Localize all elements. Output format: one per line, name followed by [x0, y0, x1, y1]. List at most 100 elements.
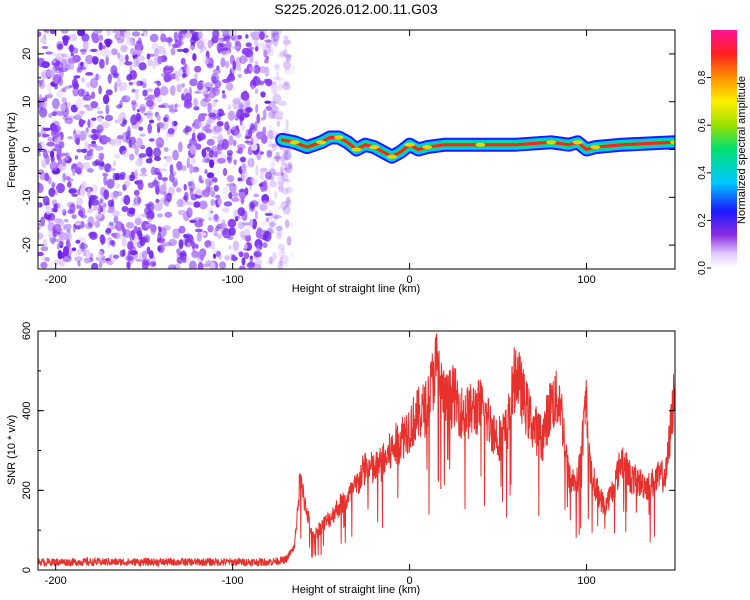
noise-speckle	[138, 126, 144, 131]
noise-speckle	[48, 187, 56, 197]
noise-speckle	[98, 85, 102, 95]
noise-speckle	[225, 41, 232, 50]
noise-speckle	[173, 31, 178, 43]
noise-speckle	[104, 257, 111, 262]
noise-speckle	[217, 134, 224, 145]
colorbar-ticks: 0.0 0.2 0.4 0.6 0.8	[697, 70, 711, 275]
noise-speckle	[238, 251, 244, 258]
noise-speckle	[136, 109, 140, 113]
noise-speckle	[64, 85, 72, 89]
noise-speckle	[71, 214, 77, 220]
noise-speckle	[271, 143, 278, 151]
snr-y-label: SNR (10 * v/v)	[6, 415, 18, 485]
noise-speckle	[61, 179, 65, 183]
spectrogram-noise-layer	[38, 30, 296, 269]
noise-speckle	[149, 33, 159, 43]
x-tick-label: -100	[222, 274, 244, 286]
noise-speckle	[52, 51, 56, 57]
noise-speckle	[73, 75, 81, 79]
noise-speckle	[152, 60, 156, 70]
noise-speckle	[133, 225, 138, 234]
noise-speckle	[226, 149, 233, 156]
noise-speckle	[284, 68, 290, 74]
noise-speckle	[77, 260, 81, 267]
noise-speckle	[268, 46, 274, 57]
noise-speckle	[259, 31, 265, 40]
noise-speckle	[90, 48, 98, 53]
noise-speckle	[70, 52, 75, 57]
noise-speckle	[277, 260, 283, 269]
noise-speckle	[264, 100, 271, 104]
noise-speckle	[41, 159, 47, 169]
noise-speckle	[250, 85, 255, 91]
noise-speckle	[253, 264, 262, 269]
noise-speckle	[47, 136, 53, 142]
x-tick-label: 100	[577, 274, 595, 286]
noise-speckle	[265, 105, 272, 111]
x-tick-label: 100	[577, 575, 595, 587]
noise-speckle	[204, 94, 209, 99]
noise-speckle	[67, 181, 72, 188]
noise-speckle	[86, 249, 91, 259]
noise-speckle	[134, 146, 139, 156]
noise-speckle	[108, 221, 114, 226]
signal-highlight	[316, 140, 327, 145]
noise-speckle	[41, 46, 49, 49]
y-tick-label: 0	[21, 146, 33, 152]
noise-speckle	[210, 190, 216, 198]
noise-speckle	[286, 197, 293, 204]
noise-speckle	[211, 125, 220, 135]
noise-speckle	[79, 66, 86, 70]
noise-speckle	[159, 184, 167, 193]
noise-speckle	[167, 38, 172, 47]
noise-speckle	[269, 180, 277, 188]
noise-speckle	[152, 180, 159, 187]
noise-speckle	[157, 226, 162, 230]
noise-speckle	[92, 56, 99, 65]
noise-speckle	[134, 195, 142, 206]
figure-title: S225.2026.012.00.11.G03	[274, 1, 437, 17]
noise-speckle	[256, 244, 262, 252]
noise-speckle	[230, 124, 236, 130]
noise-speckle	[79, 119, 86, 125]
noise-speckle	[176, 48, 184, 53]
noise-speckle	[285, 180, 290, 190]
noise-speckle	[272, 214, 280, 219]
noise-speckle	[260, 167, 268, 173]
noise-speckle	[263, 230, 272, 242]
noise-speckle	[99, 58, 105, 69]
noise-speckle	[144, 203, 153, 207]
noise-speckle	[56, 202, 61, 208]
noise-speckle	[121, 206, 129, 212]
noise-speckle	[134, 217, 142, 226]
noise-speckle	[261, 134, 268, 144]
noise-speckle	[232, 192, 239, 198]
noise-speckle	[284, 150, 289, 162]
noise-speckle	[88, 221, 92, 228]
noise-speckle	[224, 60, 230, 69]
noise-speckle	[148, 150, 153, 161]
noise-speckle	[169, 164, 174, 175]
noise-speckle	[169, 173, 175, 183]
noise-speckle	[102, 94, 110, 105]
noise-speckle	[47, 83, 52, 93]
noise-speckle	[79, 187, 86, 197]
noise-speckle	[218, 222, 228, 230]
noise-speckle	[192, 32, 196, 37]
noise-speckle	[135, 258, 143, 262]
noise-speckle	[277, 227, 285, 238]
noise-speckle	[123, 180, 130, 187]
noise-speckle	[57, 205, 66, 214]
noise-speckle	[268, 221, 277, 228]
noise-speckle	[116, 76, 122, 88]
noise-speckle	[222, 186, 229, 195]
noise-speckle	[85, 54, 94, 65]
noise-speckle	[155, 137, 165, 149]
noise-speckle	[153, 183, 158, 189]
noise-speckle	[205, 177, 213, 187]
noise-speckle	[154, 202, 163, 212]
noise-speckle	[96, 106, 101, 110]
noise-speckle	[123, 30, 131, 39]
noise-speckle	[227, 104, 232, 111]
noise-speckle	[153, 80, 161, 84]
